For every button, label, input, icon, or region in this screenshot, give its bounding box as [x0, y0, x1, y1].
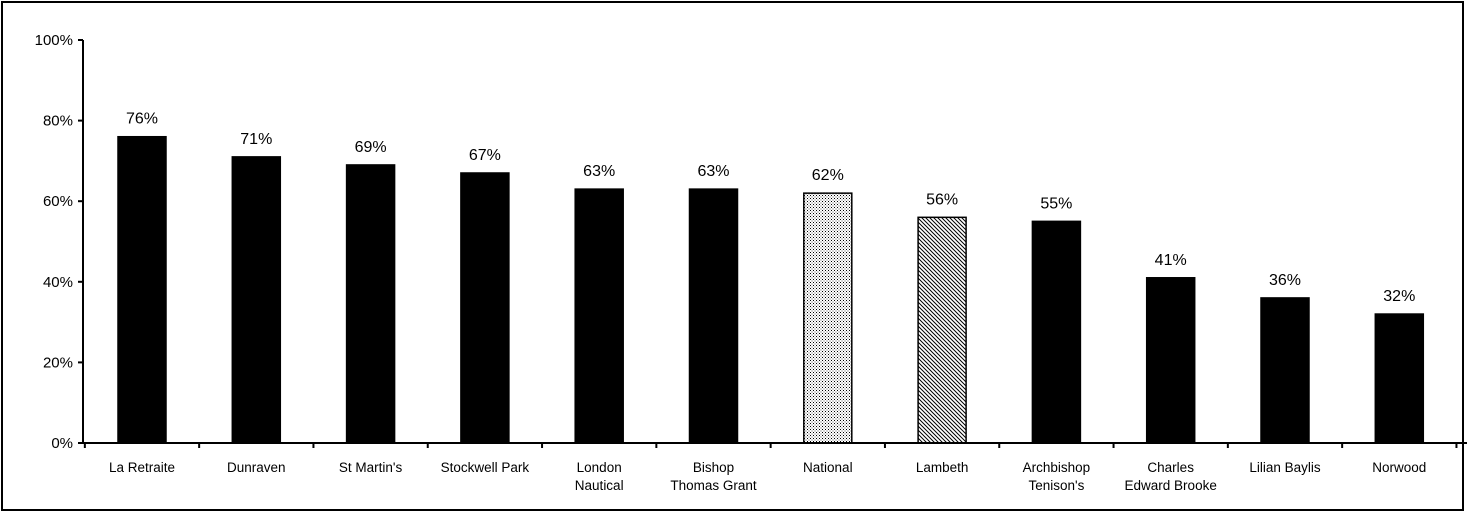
y-tick-label: 80% — [43, 113, 73, 130]
category-label: St Martin's — [339, 460, 403, 475]
bar — [574, 188, 624, 444]
bar-value-label: 62% — [812, 167, 844, 184]
category-label: Nautical — [575, 478, 624, 493]
y-axis: 0% 20% 40% 60% 80% 100% — [35, 32, 84, 452]
y-tick-label: 60% — [43, 193, 73, 210]
bar — [460, 172, 510, 444]
bar — [803, 192, 853, 444]
bar-value-label: 41% — [1155, 252, 1187, 269]
category-label: Charles — [1147, 460, 1194, 475]
y-tick-label: 20% — [43, 354, 73, 371]
category-label: Lilian Baylis — [1249, 460, 1321, 475]
bar — [1145, 277, 1196, 444]
bar-value-label: 71% — [240, 131, 272, 148]
bars-group: 76% 71% 69% 67% 63% 63% 62% 56% 55% 41% 36% 32% — [117, 111, 1425, 444]
bar-value-label: 69% — [355, 139, 387, 156]
bar-value-label: 63% — [697, 163, 729, 180]
bar-value-label: 55% — [1040, 195, 1072, 212]
bar — [1031, 220, 1082, 444]
category-label: La Retraite — [109, 460, 175, 475]
bar — [1374, 313, 1425, 444]
category-label: London — [577, 460, 622, 475]
bar — [1260, 297, 1310, 444]
bar — [917, 216, 967, 444]
y-tick-label: 0% — [51, 435, 73, 452]
bar-value-label: 32% — [1383, 288, 1415, 305]
category-label: Thomas Grant — [670, 478, 757, 493]
bar-value-label: 67% — [469, 147, 501, 164]
bar-value-label: 63% — [583, 163, 615, 180]
category-label: Lambeth — [916, 460, 969, 475]
category-label: Edward Brooke — [1125, 478, 1217, 493]
y-tick-label: 100% — [35, 32, 73, 49]
bar — [231, 156, 282, 444]
category-label: Norwood — [1372, 460, 1426, 475]
x-axis: La Retraite Dunraven St Martin's Stockwell … — [83, 442, 1467, 493]
bar-value-label: 76% — [126, 111, 158, 128]
category-label: Dunraven — [227, 460, 286, 475]
y-tick-label: 40% — [43, 274, 73, 291]
bar-value-label: 56% — [926, 191, 958, 208]
category-label: Tenison's — [1028, 478, 1084, 493]
bar-value-label: 36% — [1269, 272, 1301, 289]
category-label: National — [803, 460, 853, 475]
category-label: Archbishop — [1023, 460, 1091, 475]
bar — [688, 188, 739, 444]
bar — [345, 164, 396, 444]
bar — [117, 135, 167, 444]
category-label: Stockwell Park — [441, 460, 530, 475]
category-label: Bishop — [693, 460, 734, 475]
